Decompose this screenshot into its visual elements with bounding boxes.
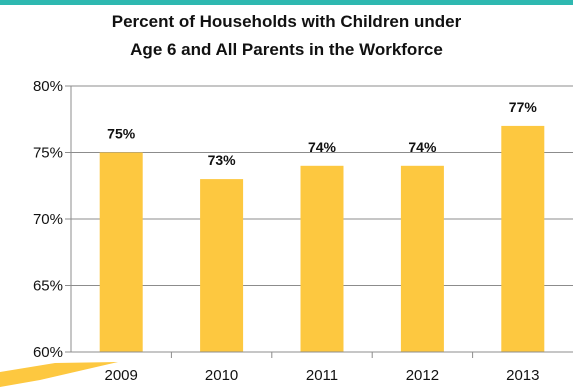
data-labels: 75% 73% 74% 74% 77% [107,99,537,168]
data-label-2012: 74% [408,139,437,155]
x-tick-label-2010: 2010 [205,367,238,384]
x-tick-label-2011: 2011 [306,367,338,384]
top-color-band [0,0,573,5]
bars [99,125,545,353]
bar-2012 [400,165,444,352]
data-label-2010: 73% [208,152,237,168]
decorative-accent-shape [0,362,118,387]
x-tick-label-2009: 2009 [105,367,138,384]
bar-2010 [200,179,244,352]
bar-2011 [300,165,344,352]
y-tick-label: 75% [33,145,63,162]
data-label-2011: 74% [308,139,337,155]
data-label-2009: 75% [107,126,136,142]
axes [65,85,573,358]
bar-2009 [99,152,143,352]
data-label-2013: 77% [509,99,538,115]
y-tick-label: 65% [33,278,63,295]
chart-title: Percent of Households with Children unde… [0,8,573,64]
y-tick-labels: 60% 65% 70% 75% 80% [33,78,63,361]
chart-title-line-2: Age 6 and All Parents in the Workforce [130,40,443,59]
x-tick-label-2012: 2012 [406,367,439,384]
x-tick-labels: 2009 2010 2011 2012 2013 [105,367,540,384]
chart-title-line-1: Percent of Households with Children unde… [111,12,462,31]
y-tick-label: 60% [33,344,63,361]
y-tick-label: 70% [33,211,63,228]
bar-2013 [501,125,545,353]
y-tick-label: 80% [33,78,63,95]
x-tick-label-2013: 2013 [506,367,539,384]
